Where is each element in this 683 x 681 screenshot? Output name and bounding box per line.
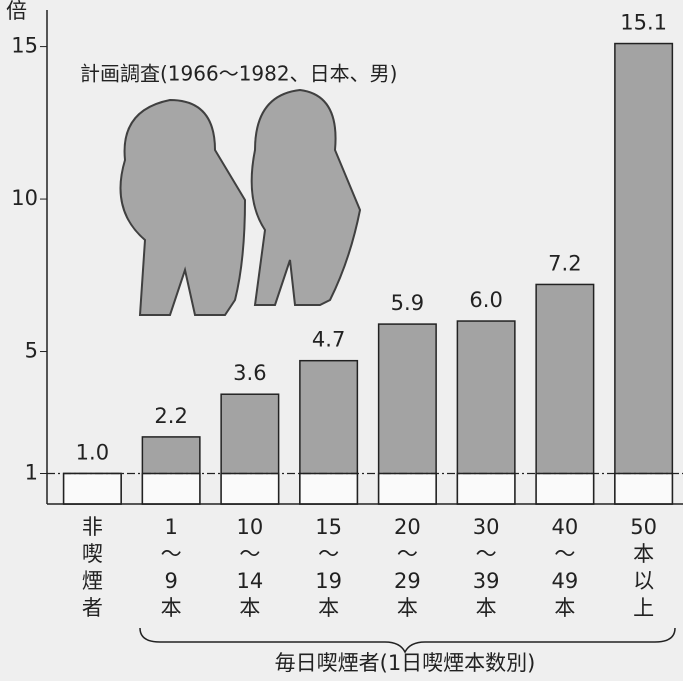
x-tick-label: 20	[394, 515, 421, 539]
x-tick-label: 者	[82, 596, 103, 620]
x-tick-label: 本	[239, 596, 260, 620]
x-tick-label: 非	[82, 515, 103, 539]
bar-base	[300, 474, 357, 504]
x-tick-label: 19	[315, 569, 342, 593]
value-label: 2.2	[154, 404, 187, 428]
value-label: 15.1	[620, 11, 667, 35]
x-tick-label: 9	[164, 569, 177, 593]
x-tick-label: 〜	[554, 542, 575, 566]
y-tick-label: 5	[25, 339, 38, 363]
value-label: 4.7	[312, 328, 345, 352]
x-tick-label: 10	[237, 515, 264, 539]
x-tick-label: 14	[237, 569, 264, 593]
bar-base	[221, 474, 278, 504]
x-tick-label: 50	[630, 515, 657, 539]
x-tick-label: 39	[473, 569, 500, 593]
value-label: 7.2	[548, 251, 581, 275]
value-label: 6.0	[469, 288, 502, 312]
y-unit: 倍	[6, 0, 27, 23]
bar-base	[379, 474, 436, 504]
x-tick-label: 本	[397, 596, 418, 620]
x-tick-label: 煙	[82, 569, 103, 593]
x-tick-label: 本	[633, 542, 654, 566]
x-tick-label: 〜	[161, 542, 182, 566]
value-label: 3.6	[233, 361, 266, 385]
bar-base	[457, 474, 514, 504]
x-tick-label: 1	[164, 515, 177, 539]
x-tick-label: 49	[552, 569, 579, 593]
x-tick-label: 喫	[82, 542, 103, 566]
bar-base	[536, 474, 593, 504]
illustration	[121, 90, 361, 315]
bar	[536, 284, 593, 504]
x-tick-label: 〜	[318, 542, 339, 566]
x-tick-label: 本	[161, 596, 182, 620]
x-tick-label: 30	[473, 515, 500, 539]
bar-base	[142, 474, 199, 504]
x-tick-label: 〜	[239, 542, 260, 566]
value-label: 1.0	[76, 441, 109, 465]
bar	[615, 44, 672, 504]
x-tick-label: 本	[554, 596, 575, 620]
x-tick-label: 29	[394, 569, 421, 593]
x-tick-label: 40	[552, 515, 579, 539]
value-label: 5.9	[391, 291, 424, 315]
y-tick-label: 10	[11, 186, 38, 210]
chart: 倍 計画調査(1966〜1982、日本、男) 毎日喫煙者(1日喫煙本数別) 15…	[0, 0, 683, 681]
x-tick-label: 上	[633, 596, 654, 620]
x-tick-label: 15	[315, 515, 342, 539]
y-tick-label: 15	[11, 34, 38, 58]
bar-base	[64, 474, 121, 504]
x-axis-label: 毎日喫煙者(1日喫煙本数別)	[275, 651, 536, 675]
x-tick-label: 〜	[476, 542, 497, 566]
x-tick-label: 以	[633, 569, 654, 593]
annotation: 計画調査(1966〜1982、日本、男)	[80, 62, 397, 86]
bar-base	[615, 474, 672, 504]
brace	[140, 628, 675, 652]
x-tick-label: 本	[318, 596, 339, 620]
x-tick-label: 本	[476, 596, 497, 620]
y-tick-label: 1	[25, 461, 38, 485]
x-tick-label: 〜	[397, 542, 418, 566]
